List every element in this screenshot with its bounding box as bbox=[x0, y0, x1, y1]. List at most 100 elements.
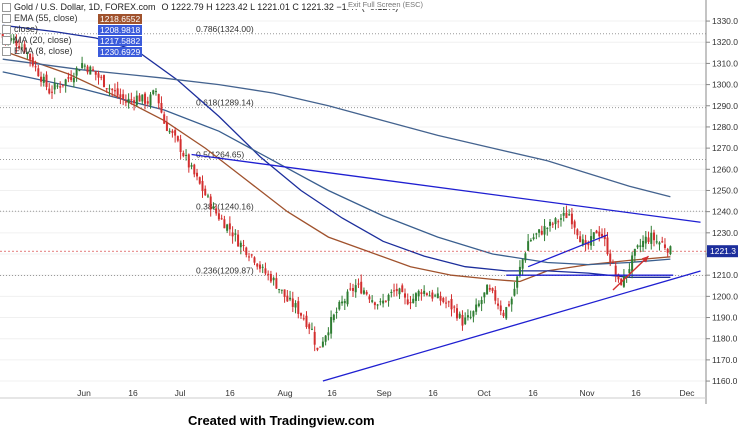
eye-icon[interactable] bbox=[2, 25, 11, 34]
time-tick-label: 16 bbox=[128, 388, 138, 398]
candle-body bbox=[379, 301, 382, 303]
candle-body bbox=[20, 47, 23, 49]
candle-body bbox=[59, 86, 62, 88]
candle-body bbox=[258, 264, 261, 269]
candle-body bbox=[176, 136, 179, 141]
eye-icon[interactable] bbox=[2, 14, 11, 23]
collapse-icon[interactable] bbox=[2, 3, 11, 12]
candle-body bbox=[466, 315, 469, 318]
ohlc-readout: O 1222.79 H 1223.42 L 1221.01 C 1221.32 … bbox=[161, 2, 399, 12]
candle-body bbox=[305, 315, 308, 328]
time-tick-label: 16 bbox=[631, 388, 641, 398]
indicator-label: EMA (8, close) bbox=[14, 46, 73, 56]
candle-body bbox=[354, 285, 357, 293]
candle-body bbox=[554, 218, 557, 225]
candle-body bbox=[442, 298, 445, 303]
time-tick-label: Oct bbox=[477, 388, 491, 398]
candle-body bbox=[133, 100, 136, 104]
price-tick-label: 1180.0 bbox=[712, 334, 738, 344]
candle-body bbox=[86, 66, 89, 73]
indicator-label: EMA (55, close) bbox=[14, 13, 78, 23]
candle-body bbox=[371, 300, 374, 302]
candle-body bbox=[89, 66, 92, 75]
candle-body bbox=[157, 94, 160, 104]
candle-body bbox=[417, 291, 420, 297]
eye-icon[interactable] bbox=[2, 36, 11, 45]
candle-body bbox=[42, 76, 45, 83]
candle-body bbox=[308, 324, 311, 329]
candle-body bbox=[431, 292, 434, 299]
candle-body bbox=[603, 235, 606, 240]
ma-line bbox=[2, 24, 671, 278]
price-tick-label: 1330.0 bbox=[712, 16, 738, 26]
price-tick-label: 1170.0 bbox=[712, 355, 738, 365]
candle-body bbox=[368, 296, 371, 300]
candle-body bbox=[557, 221, 560, 223]
candle-body bbox=[653, 232, 656, 241]
candle-body bbox=[497, 303, 500, 306]
candle-body bbox=[352, 288, 354, 291]
exit-fullscreen-hint[interactable]: Exit Full Screen (ESC) bbox=[346, 0, 426, 9]
legend-indicator-3[interactable]: EMA (8, close) 1230.6929 bbox=[2, 46, 398, 57]
candle-body bbox=[384, 300, 387, 302]
candle-body bbox=[160, 102, 163, 113]
candle-body bbox=[116, 88, 119, 96]
candle-body bbox=[360, 281, 363, 294]
indicator-list: EMA (55, close) 1218.6552 close) 1208.9818 M… bbox=[2, 13, 398, 57]
candle-body bbox=[425, 293, 428, 296]
eye-icon[interactable] bbox=[2, 47, 11, 56]
price-tick-label: 1240.0 bbox=[712, 207, 738, 217]
candle-body bbox=[113, 90, 116, 92]
price-chart[interactable]: 0.786(1324.00) 0.618(1289.14) 0.5(1264.65)… bbox=[0, 0, 738, 404]
candle-body bbox=[447, 301, 450, 303]
time-tick-label: Nov bbox=[579, 388, 595, 398]
candle-body bbox=[1, 33, 4, 39]
candle-body bbox=[275, 278, 278, 289]
candle-body bbox=[622, 276, 625, 287]
legend-indicator-0[interactable]: EMA (55, close) 1218.6552 bbox=[2, 13, 398, 24]
candle-body bbox=[29, 53, 32, 60]
candle-body bbox=[78, 70, 81, 72]
candle-body bbox=[335, 311, 338, 314]
candle-body bbox=[196, 172, 199, 177]
legend-indicator-2[interactable]: MA (20, close) 1217.5882 bbox=[2, 35, 398, 46]
candle-body bbox=[655, 241, 658, 243]
candle-body bbox=[185, 154, 188, 156]
candle-body bbox=[163, 114, 166, 124]
footer: Created with Tradingview.com bbox=[0, 404, 738, 432]
candle-body bbox=[538, 229, 541, 233]
candle-body bbox=[436, 293, 439, 299]
time-tick-label: Jun bbox=[77, 388, 91, 398]
candle-body bbox=[516, 276, 519, 288]
candle-body bbox=[403, 293, 406, 298]
price-tick-label: 1250.0 bbox=[712, 185, 738, 195]
fib-label: 0.786(1324.00) bbox=[196, 24, 254, 34]
candle-body bbox=[606, 237, 609, 255]
candle-body bbox=[261, 266, 264, 268]
candle-body bbox=[450, 298, 453, 310]
legend-indicator-1[interactable]: close) 1208.9818 bbox=[2, 24, 398, 35]
candle-body bbox=[231, 232, 234, 237]
candle-body bbox=[168, 130, 171, 133]
candle-body bbox=[327, 332, 330, 336]
trend-lines[interactable] bbox=[191, 153, 701, 382]
candle-body bbox=[502, 312, 505, 317]
candle-body bbox=[217, 213, 220, 220]
candle-body bbox=[269, 273, 272, 282]
price-axis[interactable]: 1160.01170.01180.01190.01200.01210.01220… bbox=[0, 0, 738, 404]
candle-body bbox=[280, 289, 283, 291]
candle-body bbox=[220, 218, 223, 220]
time-axis[interactable]: Jun 16 Jul 16 Aug 16 Sep 16 Oct 16 Nov 16 Dec bbox=[0, 388, 706, 399]
candle-body bbox=[461, 314, 464, 326]
candle-body bbox=[94, 71, 97, 75]
candle-body bbox=[283, 289, 286, 297]
candle-body bbox=[294, 303, 297, 308]
candle-body bbox=[97, 73, 100, 78]
candle-body bbox=[245, 247, 248, 255]
candle-body bbox=[204, 188, 207, 196]
candle-body bbox=[453, 306, 456, 308]
candle-body bbox=[595, 230, 598, 234]
candle-body bbox=[319, 346, 322, 348]
time-tick-label: Sep bbox=[376, 388, 391, 398]
candle-body bbox=[67, 77, 70, 79]
